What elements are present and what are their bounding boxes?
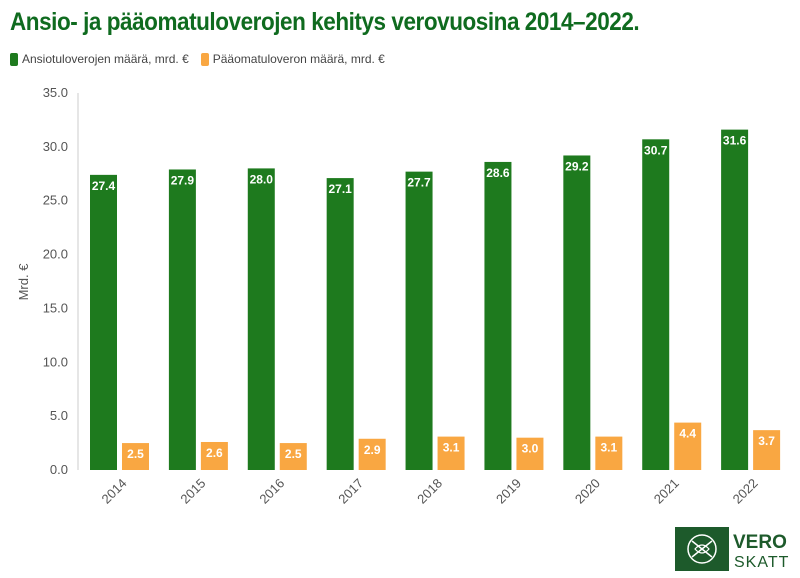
bar-1-2019[interactable]	[484, 161, 512, 471]
bar-1-2021[interactable]	[642, 139, 670, 470]
data-label-2-2016: 2.5	[285, 447, 302, 461]
y-tick-label: 20.0	[43, 247, 68, 262]
bar-2-2021[interactable]	[674, 422, 702, 470]
data-label-2-2014: 2.5	[127, 447, 144, 461]
data-label-2-2015: 2.6	[206, 446, 223, 460]
legend-label-series-1: Ansiotuloverojen määrä, mrd. €	[22, 52, 189, 66]
data-label-1-2017: 27.1	[328, 182, 352, 196]
bar-2-2014[interactable]	[122, 443, 149, 470]
data-label-1-2022: 31.6	[723, 134, 747, 148]
data-label-1-2014: 27.4	[92, 179, 116, 193]
data-label-1-2018: 27.7	[407, 176, 431, 190]
bar-2-2016[interactable]	[279, 443, 307, 470]
bar-2-2020[interactable]	[595, 436, 623, 470]
bar-2-2019[interactable]	[516, 437, 544, 470]
bar-2-2018[interactable]	[437, 436, 465, 470]
x-tick-label: 2022	[730, 476, 761, 507]
data-label-1-2021: 30.7	[644, 143, 668, 157]
bar-1-2014[interactable]	[90, 174, 117, 470]
vero-skatt-logo: VERO SKATT	[675, 527, 789, 571]
y-axis-title: Mrd. €	[16, 263, 31, 301]
x-tick-label: 2021	[651, 476, 682, 507]
data-label-1-2019: 28.6	[486, 166, 510, 180]
bar-1-2018[interactable]	[405, 171, 433, 471]
y-tick-label: 30.0	[43, 139, 68, 154]
y-tick-label: 25.0	[43, 193, 68, 208]
legend-swatch-series-1	[10, 52, 18, 66]
data-label-2-2020: 3.1	[600, 441, 617, 455]
x-tick-label: 2016	[256, 476, 287, 507]
bar-1-2020[interactable]	[563, 155, 591, 470]
data-label-2-2017: 2.9	[364, 443, 381, 457]
data-label-1-2015: 27.9	[171, 173, 195, 187]
legend: Ansiotuloverojen määrä, mrd. € Pääomatul…	[10, 52, 385, 66]
x-axis: 2014 2015 2016 2017 2018 2019 2020 2021 2022	[99, 476, 761, 507]
logo-text-skatt: SKATT	[734, 554, 789, 571]
data-label-2-2018: 3.1	[443, 441, 460, 455]
y-axis: 0.0 5.0 10.0 15.0 20.0 25.0 30.0 35.0	[43, 85, 79, 477]
bar-2-2015[interactable]	[200, 441, 228, 470]
bar-2-2017[interactable]	[358, 438, 386, 470]
legend-item-series-2[interactable]: Pääomatuloveron määrä, mrd. €	[200, 52, 385, 66]
y-tick-label: 10.0	[43, 354, 68, 369]
bar-1-2022[interactable]	[721, 129, 749, 470]
legend-label-series-2: Pääomatuloveron määrä, mrd. €	[212, 52, 385, 66]
x-tick-label: 2018	[414, 476, 445, 507]
data-label-1-2020: 29.2	[565, 159, 589, 173]
bar-1-2016[interactable]	[247, 168, 275, 470]
data-label-2-2021: 4.4	[679, 427, 696, 441]
x-tick-label: 2020	[572, 476, 603, 507]
y-tick-label: 0.0	[50, 462, 68, 477]
legend-swatch-series-2	[200, 52, 209, 66]
data-label-2-2022: 3.7	[758, 434, 775, 448]
chart-title: Ansio- ja pääomatuloverojen kehitys vero…	[10, 8, 640, 36]
legend-item-series-1[interactable]: Ansiotuloverojen määrä, mrd. €	[10, 52, 189, 66]
x-tick-label: 2019	[493, 476, 524, 507]
y-tick-label: 35.0	[43, 85, 68, 100]
data-label-1-2016: 28.0	[250, 172, 274, 186]
data-label-2-2019: 3.0	[522, 442, 539, 456]
y-tick-label: 5.0	[50, 408, 68, 423]
logo-text-vero: VERO	[733, 532, 787, 553]
bar-2-2022[interactable]	[753, 430, 781, 470]
y-tick-label: 15.0	[43, 300, 68, 315]
bar-1-2015[interactable]	[168, 169, 196, 470]
x-tick-label: 2014	[99, 476, 130, 507]
x-tick-label: 2017	[335, 476, 366, 507]
bars: 27.4 2.5 27.9 2.6 28.0 2.5 27.1 2.9 27.7 3.1 28.6 3…	[90, 129, 781, 471]
bar-1-2017[interactable]	[326, 178, 354, 470]
x-tick-label: 2015	[177, 476, 208, 507]
